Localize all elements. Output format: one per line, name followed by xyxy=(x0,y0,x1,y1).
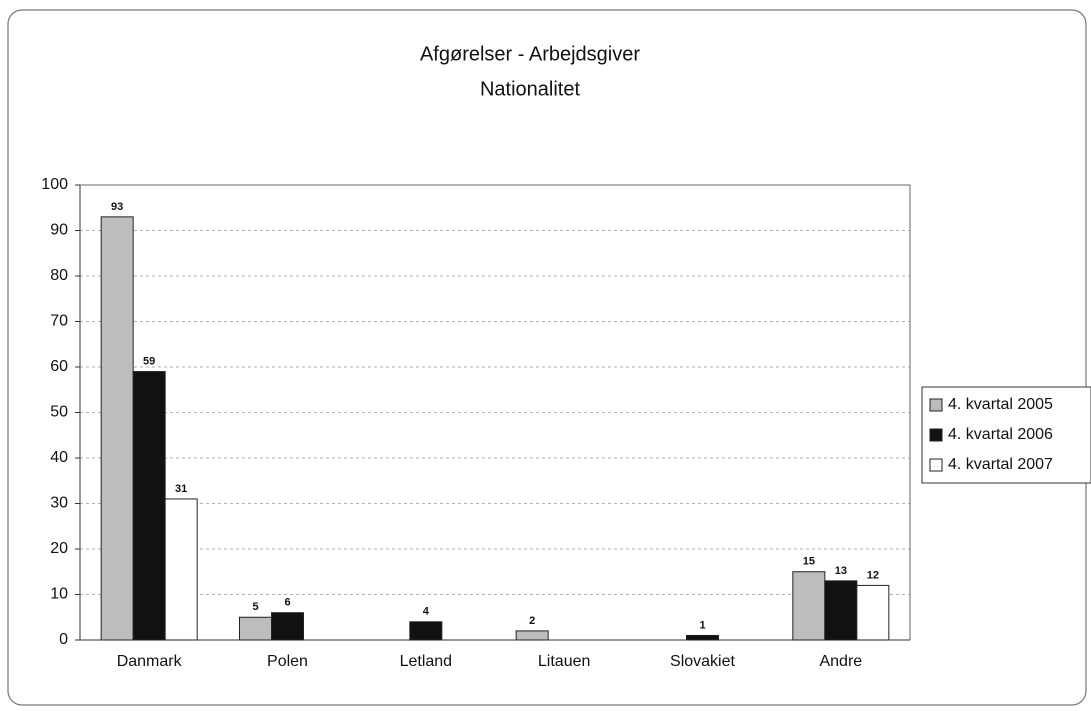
bar xyxy=(515,630,549,641)
bar xyxy=(409,621,443,641)
value-label: 6 xyxy=(284,597,290,609)
y-tick-label: 70 xyxy=(50,313,68,330)
legend-label: 4. kvartal 2007 xyxy=(948,456,1053,473)
legend-box xyxy=(921,386,1091,484)
y-tick-label: 30 xyxy=(50,495,68,512)
y-tick-label: 60 xyxy=(50,358,68,375)
value-label: 5 xyxy=(252,601,258,613)
x-tick-label: Danmark xyxy=(117,653,183,670)
bar xyxy=(792,571,826,641)
value-label: 4 xyxy=(423,606,430,618)
y-tick-label: 100 xyxy=(41,176,68,193)
legend-swatch xyxy=(929,458,943,472)
x-tick-label: Letland xyxy=(400,653,453,670)
bar xyxy=(271,612,304,641)
y-tick-label: 40 xyxy=(50,449,68,466)
value-label: 12 xyxy=(867,569,879,581)
y-tick-label: 80 xyxy=(50,267,68,284)
value-label: 2 xyxy=(529,615,535,627)
bar xyxy=(164,498,198,641)
value-label: 13 xyxy=(835,565,847,577)
bar xyxy=(856,584,890,641)
value-label: 93 xyxy=(111,201,123,213)
y-tick-label: 90 xyxy=(50,222,68,239)
y-tick-label: 10 xyxy=(50,586,68,603)
chart-title: Afgørelser - Arbejdsgiver xyxy=(420,43,640,65)
x-tick-label: Andre xyxy=(819,653,862,670)
bar xyxy=(239,616,272,641)
bar xyxy=(824,580,858,641)
legend-label: 4. kvartal 2006 xyxy=(948,426,1053,443)
bar xyxy=(100,216,134,641)
x-tick-label: Litauen xyxy=(538,653,591,670)
value-label: 15 xyxy=(803,556,815,568)
chart-border xyxy=(7,9,1087,706)
legend-swatch xyxy=(929,398,943,412)
x-tick-label: Slovakiet xyxy=(670,653,735,670)
y-tick-label: 50 xyxy=(50,404,68,421)
value-label: 59 xyxy=(143,355,155,367)
bar xyxy=(132,371,166,641)
y-tick-label: 20 xyxy=(50,540,68,557)
legend-label: 4. kvartal 2005 xyxy=(948,396,1053,413)
chart-subtitle: Nationalitet xyxy=(480,78,581,100)
value-label: 31 xyxy=(175,483,187,495)
value-label: 1 xyxy=(699,619,705,631)
x-tick-label: Polen xyxy=(267,653,308,670)
legend-swatch xyxy=(929,428,943,442)
bar xyxy=(686,634,719,641)
y-tick-label: 0 xyxy=(59,631,68,648)
